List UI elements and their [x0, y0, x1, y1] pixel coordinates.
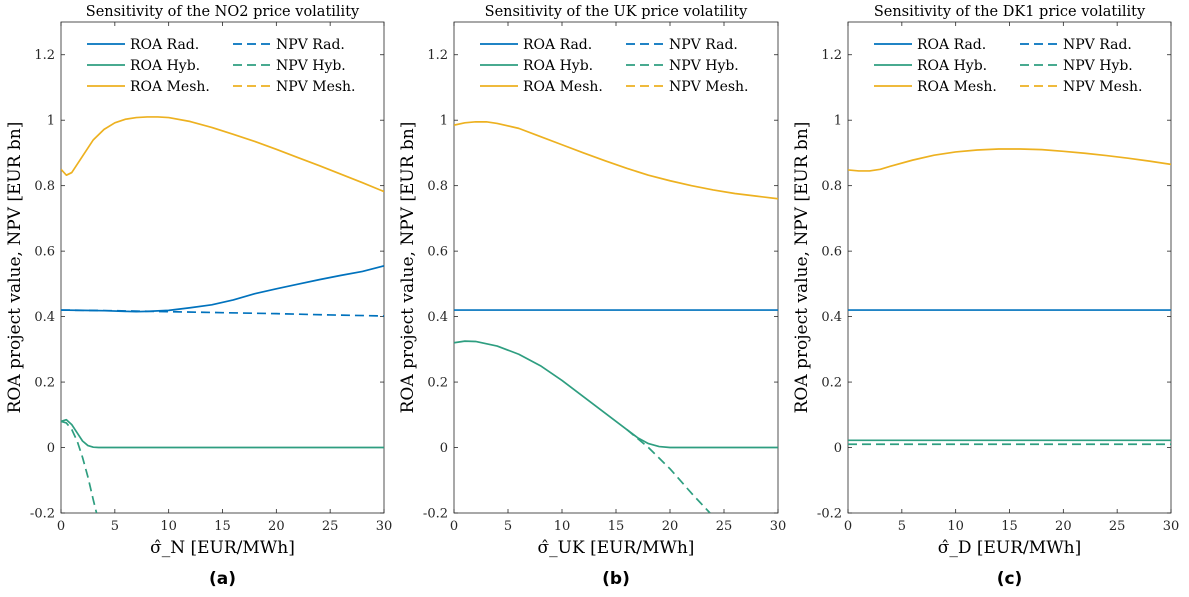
y-tick-label: -0.2 — [423, 507, 448, 522]
subfigure-label: (a) — [209, 569, 236, 589]
y-tick-label: 0.2 — [427, 376, 448, 391]
legend: ROA Rad. NPV Rad. ROA Hyb. NPV Hyb. ROA Mesh… — [480, 37, 749, 95]
legend-entry: NPV Mesh. — [669, 79, 749, 95]
x-tick-label: 15 — [608, 519, 625, 534]
x-tick-label: 25 — [1109, 519, 1126, 534]
y-tick-label: 0.2 — [34, 376, 55, 391]
x-tick-label: 5 — [111, 519, 119, 534]
legend: ROA Rad. NPV Rad. ROA Hyb. NPV Hyb. ROA Mesh… — [874, 37, 1143, 95]
legend-entry: ROA Mesh. — [917, 79, 997, 95]
x-tick-label: 15 — [214, 519, 231, 534]
legend-entry: ROA Hyb. — [130, 58, 200, 74]
legend-entry: ROA Rad. — [917, 37, 986, 53]
series-npv-rad — [61, 309, 384, 317]
x-tick-label: 0 — [57, 519, 65, 534]
legend-entry: NPV Rad. — [276, 37, 345, 53]
series-roa-hyb — [454, 340, 778, 449]
axes-box — [847, 21, 1172, 514]
legend-entry: NPV Hyb. — [669, 58, 739, 74]
x-tick-label: 10 — [947, 519, 964, 534]
legend-entry: NPV Hyb. — [1063, 58, 1133, 74]
series-roa-rad — [61, 265, 384, 313]
series-npv-hyb — [61, 420, 98, 513]
x-axis-label: σ̂_D [EUR/MWh] — [938, 538, 1082, 558]
series-roa-mesh — [61, 116, 384, 193]
y-tick-label: 1.2 — [821, 48, 842, 63]
y-tick-label: 1 — [47, 114, 55, 129]
legend-entry: NPV Rad. — [669, 37, 738, 53]
y-tick-label: -0.2 — [30, 507, 55, 522]
series-roa-mesh — [454, 120, 778, 200]
panel-c: 0 5 10 15 20 25 30-0.200.20.40.60.811.2Sensiti… — [792, 4, 1179, 589]
x-tick-label: 30 — [770, 519, 787, 534]
y-tick-label: 0.6 — [427, 245, 448, 260]
x-tick-label: 10 — [160, 519, 177, 534]
y-axis-label: ROA project value, NPV [EUR bn] — [398, 122, 418, 414]
x-tick-label: 15 — [1001, 519, 1018, 534]
x-tick-label: 20 — [268, 519, 285, 534]
subfigure-label: (b) — [602, 569, 630, 589]
x-tick-label: 10 — [554, 519, 571, 534]
panel-a: 0 5 10 15 20 25 30-0.200.20.40.60.811.2Sensiti… — [5, 4, 392, 589]
x-tick-label: 20 — [1055, 519, 1072, 534]
legend-entry: ROA Rad. — [130, 37, 199, 53]
axes-box — [453, 21, 779, 514]
y-tick-label: 1 — [834, 114, 842, 129]
panel-title: Sensitivity of the DK1 price volatility — [874, 4, 1146, 20]
legend-entry: NPV Mesh. — [1063, 79, 1143, 95]
legend-entry: ROA Hyb. — [523, 58, 593, 74]
y-tick-label: 0.4 — [821, 310, 842, 325]
y-tick-label: 0 — [47, 441, 55, 456]
axes-box — [60, 21, 385, 514]
x-tick-label: 20 — [662, 519, 679, 534]
series-roa-hyb — [61, 418, 384, 449]
y-tick-label: 0.2 — [821, 376, 842, 391]
x-axis-label: σ̂_UK [EUR/MWh] — [538, 538, 695, 558]
y-tick-label: -0.2 — [817, 507, 842, 522]
y-tick-label: 0.6 — [34, 245, 55, 260]
y-tick-label: 0.4 — [427, 310, 448, 325]
legend-entry: ROA Hyb. — [917, 58, 987, 74]
series-npv-hyb — [626, 428, 711, 513]
legend-entry: NPV Mesh. — [276, 79, 356, 95]
y-tick-label: 0.8 — [427, 179, 448, 194]
x-tick-label: 5 — [898, 519, 906, 534]
subfigure-label: (c) — [997, 569, 1023, 589]
panel-title: Sensitivity of the UK price volatility — [485, 4, 749, 20]
y-tick-label: 0.4 — [34, 310, 55, 325]
series-roa-mesh — [848, 148, 1171, 172]
y-tick-label: 0.8 — [34, 179, 55, 194]
legend: ROA Rad. NPV Rad. ROA Hyb. NPV Hyb. ROA Mesh… — [87, 37, 356, 95]
y-tick-label: 0 — [440, 441, 448, 456]
x-tick-label: 0 — [844, 519, 852, 534]
x-tick-label: 25 — [716, 519, 733, 534]
y-tick-label: 0 — [834, 441, 842, 456]
x-tick-label: 5 — [504, 519, 512, 534]
x-axis-label: σ̂_N [EUR/MWh] — [150, 538, 295, 558]
x-tick-label: 30 — [1163, 519, 1180, 534]
x-tick-label: 25 — [322, 519, 339, 534]
y-tick-label: 1.2 — [34, 48, 55, 63]
x-tick-label: 0 — [450, 519, 458, 534]
y-axis-label: ROA project value, NPV [EUR bn] — [5, 122, 25, 414]
legend-entry: ROA Mesh. — [523, 79, 603, 95]
legend-entry: ROA Rad. — [523, 37, 592, 53]
y-tick-label: 0.6 — [821, 245, 842, 260]
legend-entry: NPV Hyb. — [276, 58, 346, 74]
y-tick-label: 1 — [440, 114, 448, 129]
panel-b: 0 5 10 15 20 25 30-0.200.20.40.60.811.2Sensiti… — [398, 4, 786, 589]
y-tick-label: 0.8 — [821, 179, 842, 194]
x-tick-label: 30 — [376, 519, 393, 534]
legend-entry: ROA Mesh. — [130, 79, 210, 95]
y-axis-label: ROA project value, NPV [EUR bn] — [792, 122, 812, 414]
y-tick-label: 1.2 — [427, 48, 448, 63]
panel-title: Sensitivity of the NO2 price volatility — [86, 4, 360, 20]
legend-entry: NPV Rad. — [1063, 37, 1132, 53]
